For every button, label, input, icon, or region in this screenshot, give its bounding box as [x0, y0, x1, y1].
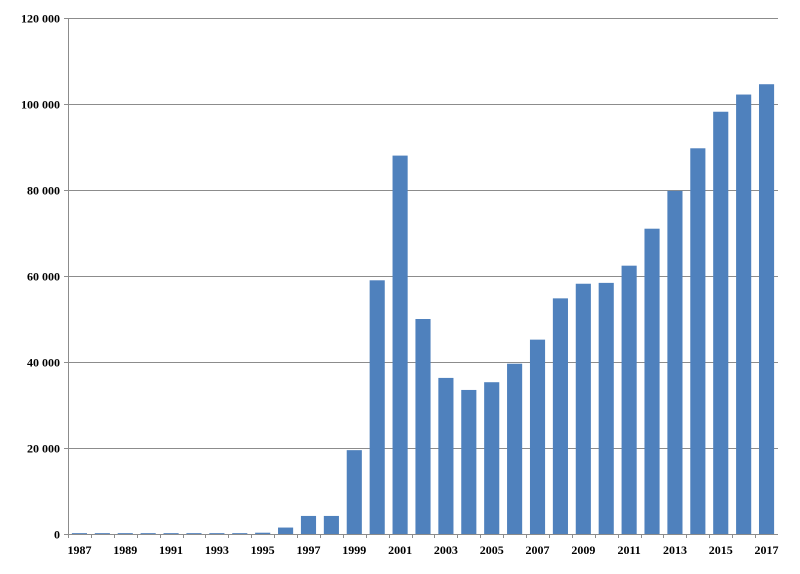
- bar-2000: [369, 280, 385, 534]
- bar-2017: [758, 84, 775, 534]
- bar-2008: [552, 298, 568, 534]
- bar-1991: [163, 533, 179, 534]
- x-tick-label: 1989: [113, 543, 137, 557]
- bar-1993: [209, 533, 225, 534]
- x-tick-label: 1997: [296, 543, 320, 557]
- y-tick-label: 60 000: [27, 270, 60, 284]
- x-tick-label: 2011: [617, 543, 640, 557]
- x-tick-label: 2005: [480, 543, 504, 557]
- x-tick-label: 1987: [67, 543, 91, 557]
- bar-2011: [621, 265, 637, 534]
- gridlines: [64, 18, 778, 538]
- bar-1990: [140, 533, 156, 534]
- bars: [71, 84, 775, 535]
- bar-2003: [438, 377, 454, 534]
- bar-2015: [713, 111, 729, 535]
- x-tick-label: 1993: [205, 543, 229, 557]
- bar-1996: [278, 527, 294, 534]
- y-tick-label: 0: [54, 528, 60, 542]
- y-tick-label: 40 000: [27, 356, 60, 370]
- bar-2006: [507, 363, 523, 534]
- x-tick-label: 1995: [251, 543, 275, 557]
- bar-1988: [94, 533, 110, 534]
- y-tick-labels: 0 20 000 40 000 60 000 80 000 100 000 120 000: [21, 12, 60, 542]
- bar-1992: [186, 533, 202, 534]
- y-tick-label: 100 000: [21, 98, 60, 112]
- x-tick-label: 2017: [755, 543, 779, 557]
- bar-2001: [392, 155, 408, 534]
- y-tick-label: 20 000: [27, 442, 60, 456]
- x-tick-label: 2003: [434, 543, 458, 557]
- bar-2005: [484, 382, 500, 534]
- y-tick-label: 120 000: [21, 12, 60, 26]
- x-tick-label: 2001: [388, 543, 412, 557]
- x-tick-label: 1999: [342, 543, 366, 557]
- bar-2016: [736, 94, 752, 534]
- bar-1998: [323, 515, 339, 534]
- bar-2013: [667, 190, 683, 535]
- bar-1987: [71, 533, 88, 534]
- x-tick-label: 2007: [526, 543, 550, 557]
- x-tick-label: 2013: [663, 543, 687, 557]
- bar-1999: [346, 450, 362, 534]
- x-tick-labels: 1987 1989 1991 1993 1995 1997 1999 2001 2003 2005…: [67, 543, 778, 557]
- x-tick-label: 2009: [571, 543, 595, 557]
- bar-2002: [415, 319, 431, 534]
- bar-2007: [529, 339, 546, 534]
- bar-1989: [117, 533, 133, 534]
- bar-2012: [644, 228, 660, 534]
- axes: [68, 18, 778, 535]
- bar-2010: [598, 282, 614, 534]
- bar-2014: [690, 148, 706, 535]
- bar-1994: [232, 533, 248, 534]
- bar-2004: [461, 389, 477, 534]
- bar-1995: [255, 532, 271, 534]
- y-tick-label: 80 000: [27, 184, 60, 198]
- x-tick-label: 1991: [159, 543, 183, 557]
- bar-1997: [300, 515, 317, 534]
- x-tick-label: 2015: [709, 543, 733, 557]
- bar-2009: [575, 283, 591, 534]
